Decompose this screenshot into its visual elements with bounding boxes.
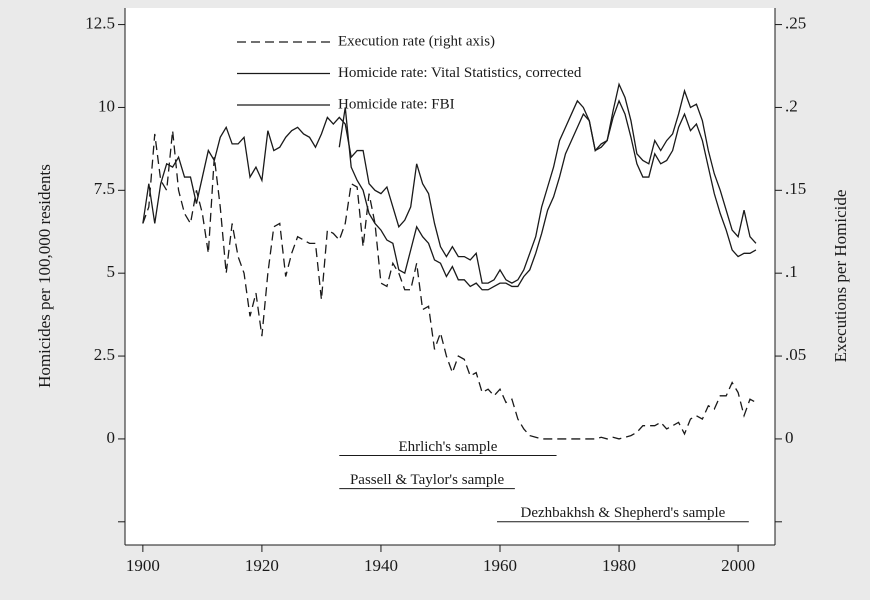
x-tick-label: 1900 <box>126 556 160 575</box>
y2-tick-label: .2 <box>785 96 798 115</box>
y2-tick-label: .05 <box>785 345 806 364</box>
sample-label: Dezhbakhsh & Shepherd's sample <box>521 505 726 521</box>
sample-label: Ehrlich's sample <box>398 439 497 455</box>
y2-axis-label: Executions per Homicide <box>831 190 850 363</box>
x-tick-label: 1960 <box>483 556 517 575</box>
y-tick-label: 7.5 <box>94 179 115 198</box>
y-tick-label: 2.5 <box>94 345 115 364</box>
y-axis-label: Homicides per 100,000 residents <box>35 164 54 388</box>
y-tick-label: 10 <box>98 96 115 115</box>
sample-label: Passell & Taylor's sample <box>350 472 505 488</box>
series-line <box>142 130 757 440</box>
y-tick-label: 5 <box>107 262 116 281</box>
series-line <box>338 99 757 291</box>
x-tick-label: 2000 <box>721 556 755 575</box>
legend-label: Homicide rate: Vital Statistics, correct… <box>338 65 582 81</box>
x-tick-label: 1940 <box>364 556 398 575</box>
series-line <box>142 82 757 284</box>
x-tick-label: 1980 <box>602 556 636 575</box>
legend-label: Homicide rate: FBI <box>338 96 455 112</box>
y-tick-label: 12.5 <box>85 13 115 32</box>
y2-tick-label: .25 <box>785 13 806 32</box>
plot-area <box>125 8 775 545</box>
y2-tick-label: .1 <box>785 262 798 281</box>
y-tick-label: 0 <box>107 428 116 447</box>
y2-tick-label: .15 <box>785 179 806 198</box>
x-tick-label: 1920 <box>245 556 279 575</box>
y2-tick-label: 0 <box>785 428 794 447</box>
legend-label: Execution rate (right axis) <box>338 33 495 49</box>
